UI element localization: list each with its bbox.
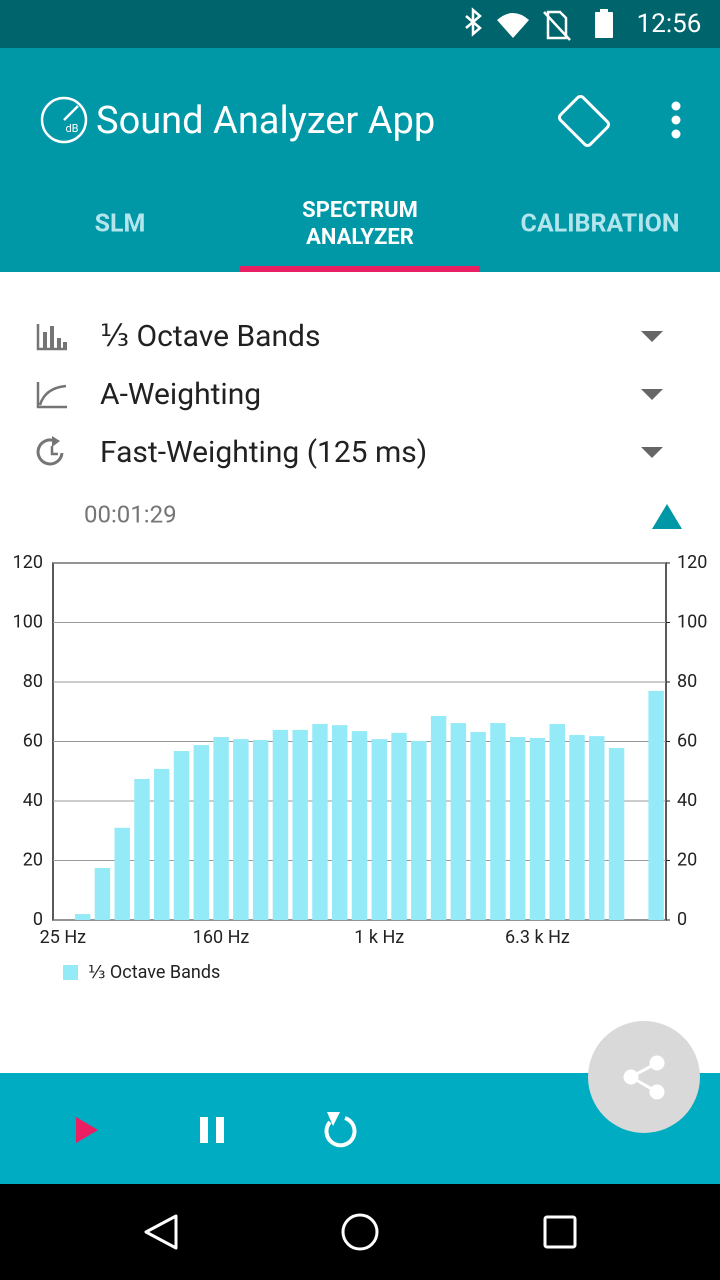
reset-arrow (327, 1112, 340, 1126)
reset-button[interactable] (324, 1112, 357, 1148)
bar (312, 723, 328, 920)
y2-tick-label: 120 (677, 552, 707, 573)
bar (411, 740, 427, 920)
bar (430, 715, 447, 920)
logo-text: dB (65, 122, 78, 135)
y2-tick-label: 20 (677, 849, 697, 870)
home-button[interactable] (341, 1213, 379, 1251)
bar (371, 739, 387, 920)
timer: 00:01:29 (84, 500, 177, 528)
bar (569, 734, 585, 920)
bar (154, 768, 170, 920)
bar (391, 732, 407, 920)
y2-tick-label: 0 (677, 909, 687, 930)
bar (509, 737, 526, 920)
menu-button[interactable] (671, 101, 681, 139)
bar (589, 736, 605, 920)
rotate-icon (557, 94, 611, 148)
logo-needle (63, 105, 79, 121)
y-tick-label: 60 (23, 730, 43, 751)
bar (173, 751, 190, 920)
bar (490, 723, 506, 920)
y2-tick-label: 100 (677, 611, 707, 632)
bar (233, 739, 249, 920)
status-icons (465, 7, 613, 41)
app-bar (0, 48, 720, 272)
bar (332, 725, 348, 920)
tab-indicator (240, 266, 480, 272)
bar (74, 914, 91, 920)
dropdown[interactable]: A-Weighting (100, 377, 261, 412)
bar (351, 731, 368, 920)
nav-bar (0, 1184, 720, 1280)
y-tick-label: 0 (33, 909, 43, 930)
bar (213, 737, 229, 920)
y-tick-label: 40 (23, 790, 43, 811)
logo (40, 96, 88, 144)
bar (608, 748, 625, 920)
bar (193, 745, 210, 920)
legend-label: ⅓ Octave Bands (88, 962, 220, 983)
y-tick-label: 100 (13, 611, 43, 632)
dropdown[interactable]: Fast-Weighting (125 ms) (100, 435, 427, 470)
x-tick-label: 160 Hz (193, 927, 250, 948)
bar (272, 729, 289, 920)
y2-tick-label: 80 (677, 671, 697, 692)
play-button[interactable] (76, 1117, 98, 1143)
tab-active[interactable]: ANALYZER (306, 225, 414, 250)
bar (134, 778, 150, 920)
x-tick-label: 25 Hz (40, 927, 87, 948)
share-icon (623, 1055, 665, 1100)
bar (648, 690, 664, 920)
y-tick-label: 120 (13, 552, 43, 573)
x-tick-label: 1 k Hz (354, 927, 404, 948)
dropdown[interactable]: ⅓ Octave Bands (100, 319, 320, 354)
x-tick-label: 6.3 k Hz (505, 927, 570, 948)
y2-tick-label: 40 (677, 790, 697, 811)
chart: 0 20 40 60 80 100 120 0 20 40 60 80 100 120 25 Hz 160 H… (13, 552, 708, 983)
legend-swatch (63, 965, 78, 980)
y2-tick-label: 60 (677, 730, 697, 751)
bar (529, 737, 546, 920)
bar (549, 723, 565, 920)
recents-button[interactable] (543, 1215, 577, 1249)
y-tick-label: 80 (23, 671, 43, 692)
bar (114, 827, 130, 920)
pause-button[interactable] (200, 1117, 224, 1143)
bar (450, 723, 467, 920)
tab-active[interactable]: SPECTRUM (302, 198, 418, 223)
clock: 12:56 (637, 9, 702, 39)
bar (252, 740, 269, 920)
bar (292, 729, 308, 920)
settings-icons (36, 324, 67, 466)
y-tick-label: 20 (23, 849, 43, 870)
app-title: Sound Analyzer App (96, 99, 435, 143)
collapse-button[interactable] (652, 504, 682, 529)
bar (470, 731, 486, 920)
bar (94, 867, 111, 920)
tab[interactable]: CALIBRATION (521, 210, 680, 239)
share-button[interactable] (588, 1021, 700, 1133)
reset-icon (324, 1116, 357, 1148)
rotate-button[interactable] (557, 94, 611, 148)
back-button[interactable] (144, 1214, 178, 1250)
tab[interactable]: SLM (95, 210, 146, 239)
dropdown-arrows (641, 331, 663, 458)
